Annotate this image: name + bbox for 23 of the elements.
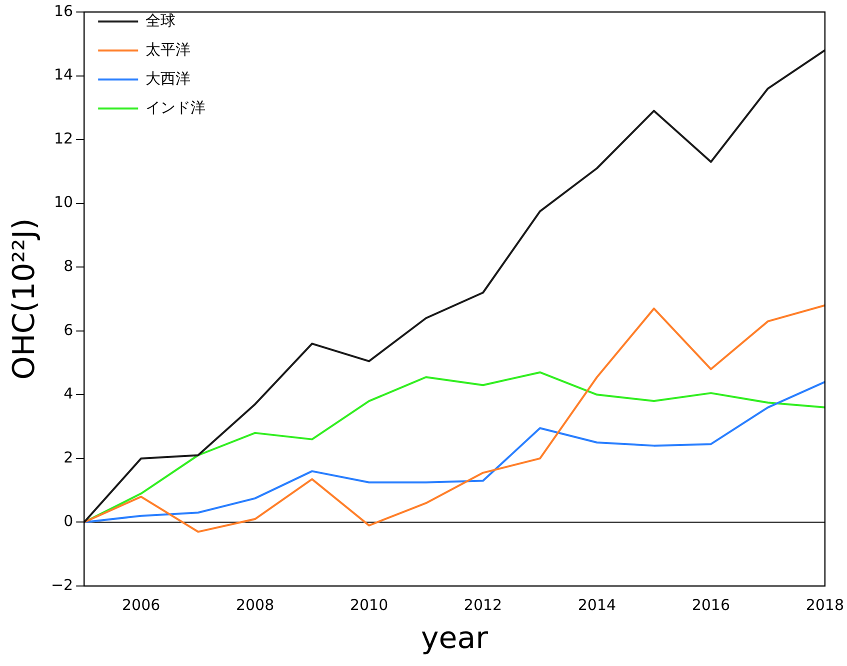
x-axis-title: year (421, 620, 489, 656)
y-tick-label: 16 (54, 2, 74, 20)
legend-label: 全球 (146, 11, 176, 30)
y-tick-label: 0 (64, 512, 74, 530)
x-tick-label: 2018 (806, 596, 844, 614)
y-tick-label: 2 (64, 448, 74, 466)
y-axis-title: OHC(10²²J) (6, 218, 42, 380)
x-tick-label: 2016 (692, 596, 730, 614)
x-tick-label: 2012 (464, 596, 502, 614)
y-tick-label: 10 (54, 193, 74, 212)
x-tick-label: 2010 (350, 596, 388, 614)
y-tick-label: 14 (54, 66, 74, 84)
legend-label: 太平洋 (146, 40, 191, 58)
y-tick-label: 12 (54, 129, 74, 148)
x-tick-label: 2014 (578, 596, 616, 614)
y-tick-label: 8 (64, 257, 74, 275)
y-tick-label: 6 (64, 320, 74, 339)
x-tick-label: 2008 (236, 596, 274, 614)
legend-label: インド洋 (146, 98, 206, 116)
x-tick-label: 2006 (122, 596, 160, 614)
y-tick-label: −2 (50, 576, 74, 594)
legend-label: 大西洋 (146, 69, 191, 88)
y-tick-label: 4 (64, 384, 74, 403)
